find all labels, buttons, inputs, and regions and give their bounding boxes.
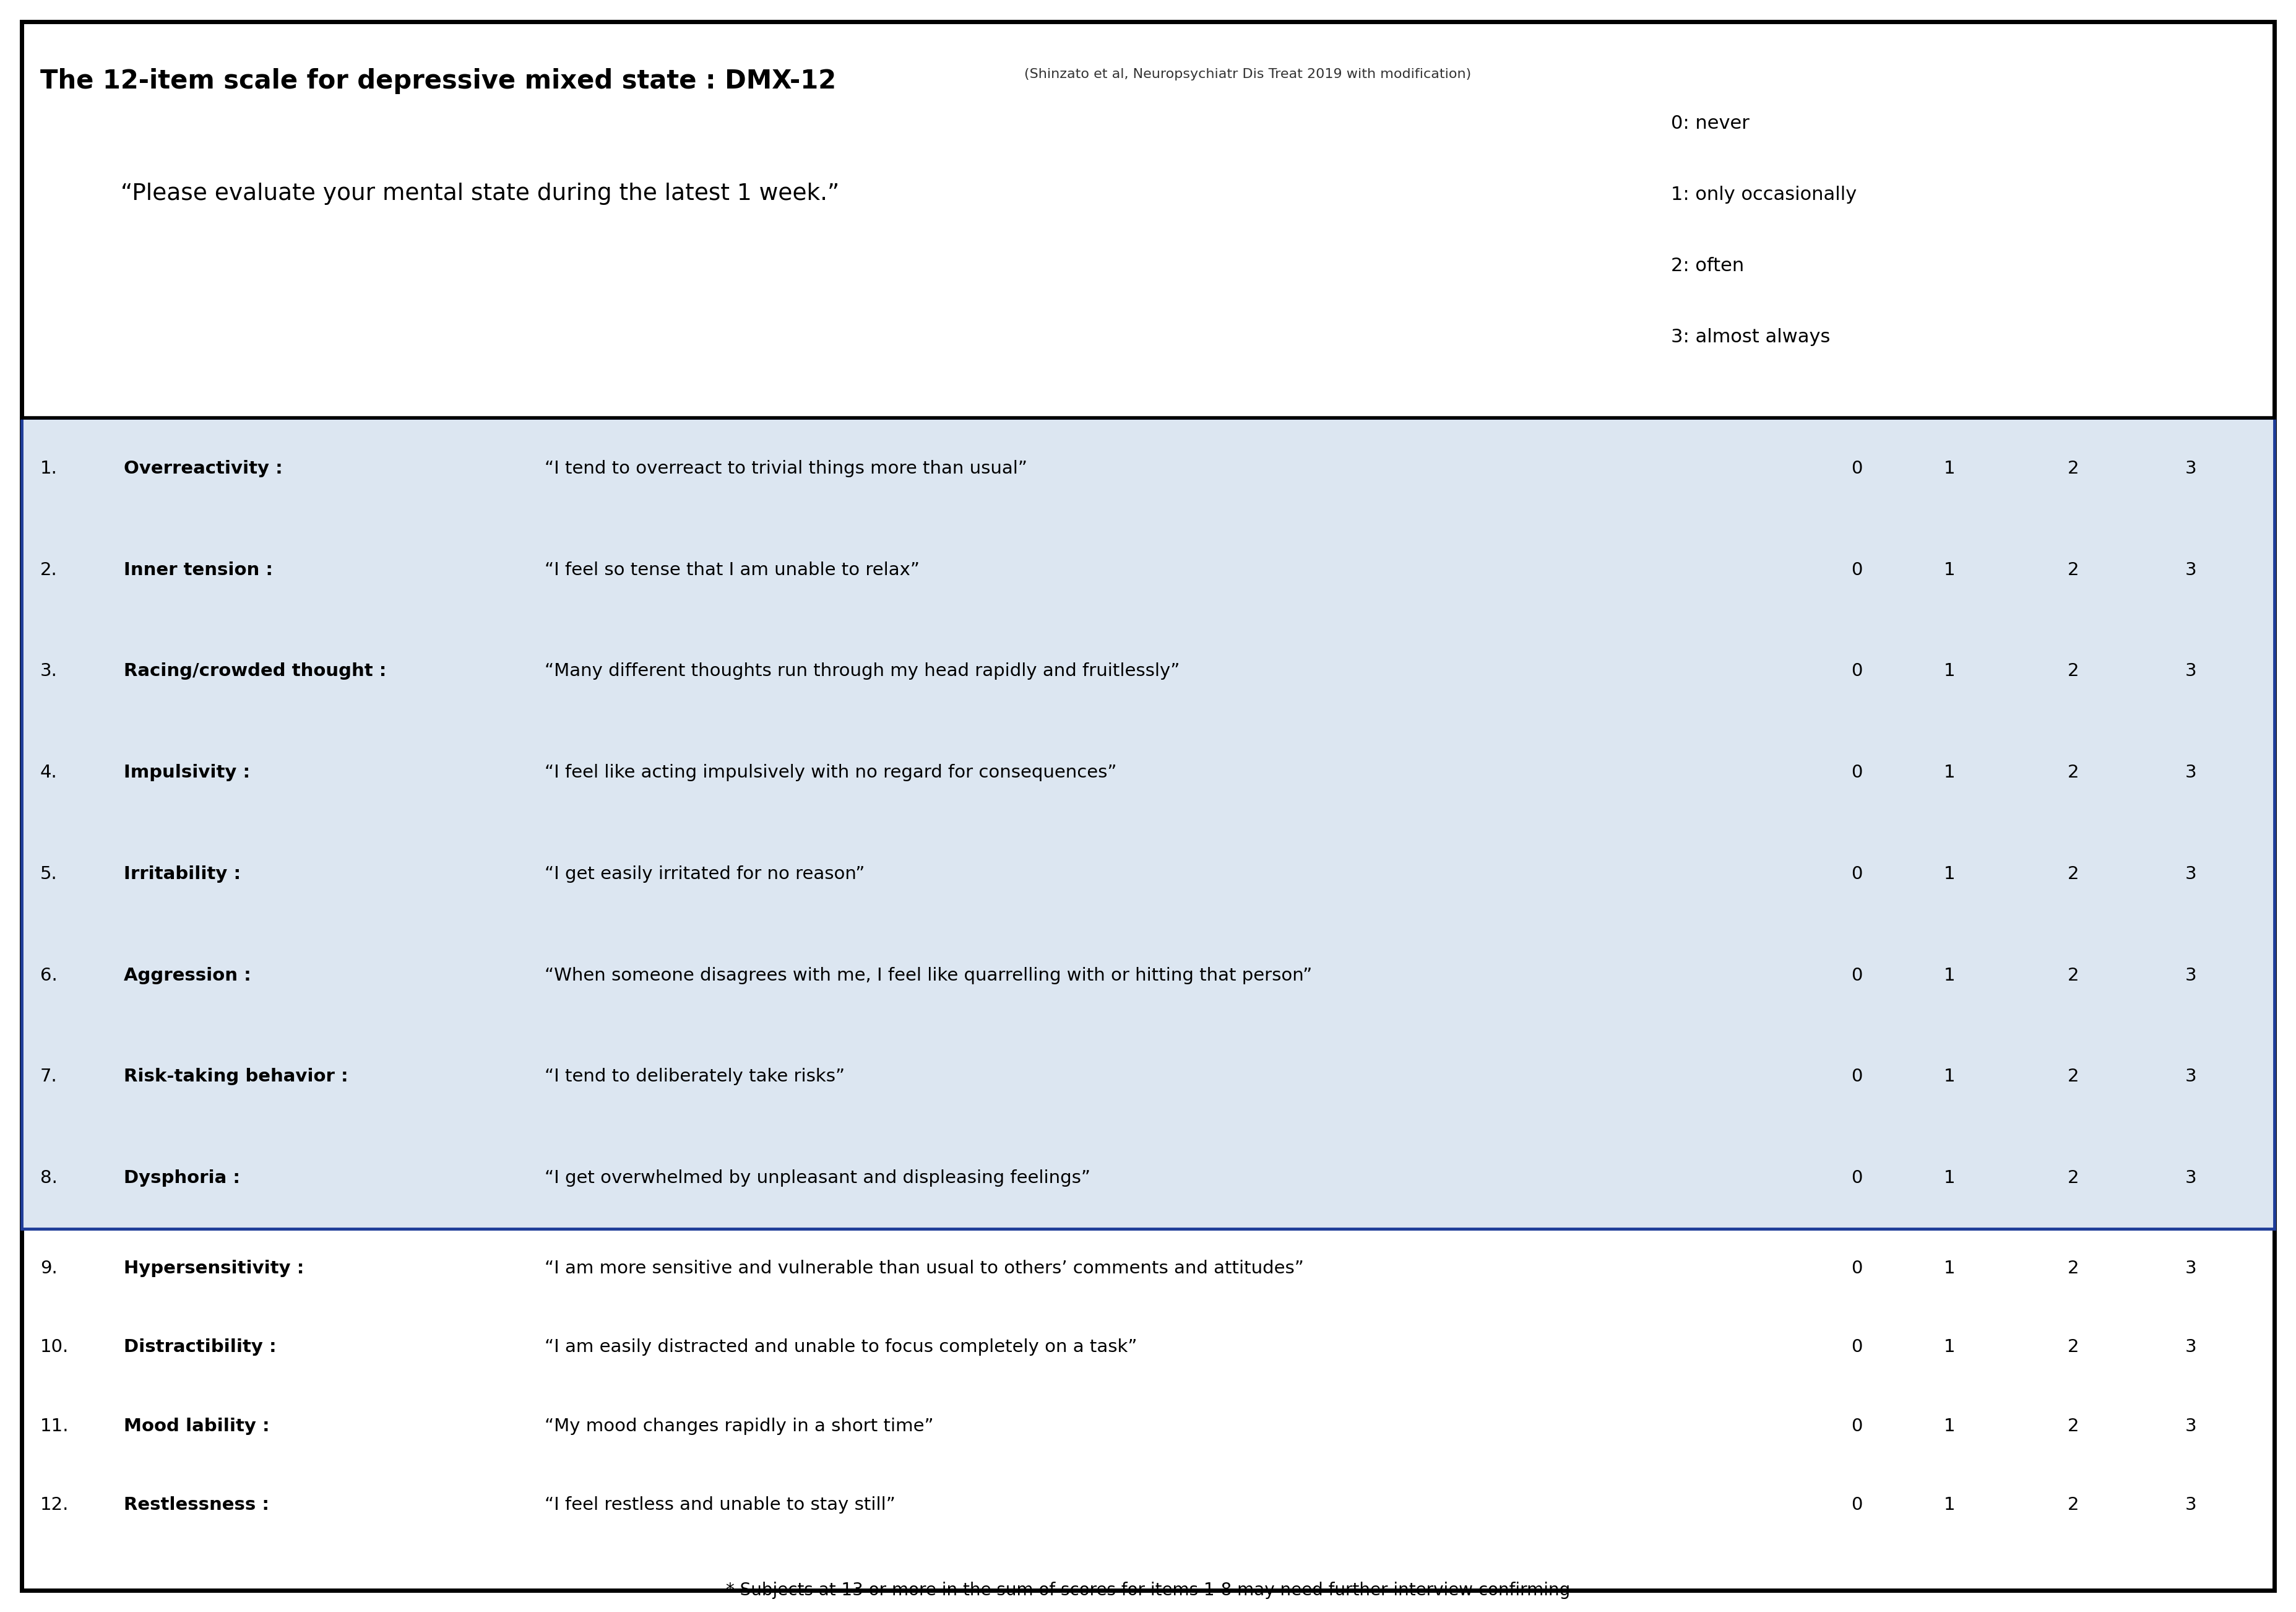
Text: 0: 0 — [1851, 663, 1862, 680]
Text: Hypersensitivity :: Hypersensitivity : — [124, 1259, 303, 1277]
Text: “I am more sensitive and vulnerable than usual to others’ comments and attitudes: “I am more sensitive and vulnerable than… — [544, 1259, 1304, 1277]
Text: 2: 2 — [2066, 1496, 2078, 1514]
Text: 6.: 6. — [41, 967, 57, 983]
Text: 2: 2 — [2066, 866, 2078, 883]
Text: “I get easily irritated for no reason”: “I get easily irritated for no reason” — [544, 866, 866, 883]
Text: 1: 1 — [1945, 1496, 1956, 1514]
Text: 2: often: 2: often — [1671, 256, 1745, 276]
Text: (Shinzato et al, Neuropsychiatr Dis Treat 2019 with modification): (Shinzato et al, Neuropsychiatr Dis Trea… — [1024, 68, 1472, 81]
Text: 3.: 3. — [41, 663, 57, 680]
Text: Aggression :: Aggression : — [124, 967, 250, 983]
Text: 0: 0 — [1851, 967, 1862, 983]
Text: 2: 2 — [2066, 1259, 2078, 1277]
Text: 0: 0 — [1851, 764, 1862, 782]
Text: 1.: 1. — [41, 459, 57, 477]
Text: 2: 2 — [2066, 1069, 2078, 1085]
Text: 1: 1 — [1945, 1259, 1956, 1277]
Text: 0: 0 — [1851, 1338, 1862, 1356]
Text: 1: 1 — [1945, 459, 1956, 477]
Text: “I tend to deliberately take risks”: “I tend to deliberately take risks” — [544, 1069, 845, 1085]
Text: 3: 3 — [2186, 1417, 2197, 1435]
Text: 3: 3 — [2186, 1496, 2197, 1514]
Text: 12.: 12. — [41, 1496, 69, 1514]
Text: 2: 2 — [2066, 1338, 2078, 1356]
Text: 2: 2 — [2066, 663, 2078, 680]
Text: 2: 2 — [2066, 459, 2078, 477]
Text: Restlessness :: Restlessness : — [124, 1496, 269, 1514]
Text: 1: 1 — [1945, 561, 1956, 579]
Text: 5.: 5. — [41, 866, 57, 883]
Text: 3: 3 — [2186, 1169, 2197, 1186]
Text: 3: 3 — [2186, 967, 2197, 983]
Text: 4.: 4. — [41, 764, 57, 782]
Text: 1: 1 — [1945, 764, 1956, 782]
Text: 1: 1 — [1945, 1338, 1956, 1356]
Text: 2: 2 — [2066, 1417, 2078, 1435]
Text: “My mood changes rapidly in a short time”: “My mood changes rapidly in a short time… — [544, 1417, 934, 1435]
Text: 10.: 10. — [41, 1338, 69, 1356]
Text: Dysphoria :: Dysphoria : — [124, 1169, 241, 1186]
Text: “I am easily distracted and unable to focus completely on a task”: “I am easily distracted and unable to fo… — [544, 1338, 1137, 1356]
Text: 3: 3 — [2186, 663, 2197, 680]
Text: 0: 0 — [1851, 1259, 1862, 1277]
Text: 1: 1 — [1945, 663, 1956, 680]
Text: 0: never: 0: never — [1671, 114, 1750, 132]
Text: 3: 3 — [2186, 459, 2197, 477]
Text: Impulsivity :: Impulsivity : — [124, 764, 250, 782]
Text: 2: 2 — [2066, 561, 2078, 579]
Text: 0: 0 — [1851, 866, 1862, 883]
Text: 3: almost always: 3: almost always — [1671, 329, 1830, 347]
Text: 2: 2 — [2066, 1169, 2078, 1186]
Text: Overreactivity :: Overreactivity : — [124, 459, 282, 477]
Text: Inner tension :: Inner tension : — [124, 561, 273, 579]
Text: 1: 1 — [1945, 1417, 1956, 1435]
Text: “I feel so tense that I am unable to relax”: “I feel so tense that I am unable to rel… — [544, 561, 921, 579]
Text: 0: 0 — [1851, 1417, 1862, 1435]
Text: 1: 1 — [1945, 1169, 1956, 1186]
Text: 0: 0 — [1851, 1069, 1862, 1085]
Text: Irritability :: Irritability : — [124, 866, 241, 883]
Text: 1: 1 — [1945, 866, 1956, 883]
Text: “I feel restless and unable to stay still”: “I feel restless and unable to stay stil… — [544, 1496, 895, 1514]
Text: 3: 3 — [2186, 1338, 2197, 1356]
FancyBboxPatch shape — [21, 418, 2275, 1228]
Text: 3: 3 — [2186, 561, 2197, 579]
Text: “I tend to overreact to trivial things more than usual”: “I tend to overreact to trivial things m… — [544, 459, 1026, 477]
Text: 1: only occasionally: 1: only occasionally — [1671, 185, 1857, 203]
Text: 0: 0 — [1851, 561, 1862, 579]
Text: 9.: 9. — [41, 1259, 57, 1277]
Text: 0: 0 — [1851, 459, 1862, 477]
Text: “Please evaluate your mental state during the latest 1 week.”: “Please evaluate your mental state durin… — [122, 182, 840, 205]
Text: 1: 1 — [1945, 1069, 1956, 1085]
Text: 2: 2 — [2066, 764, 2078, 782]
Text: 3: 3 — [2186, 1259, 2197, 1277]
Text: 8.: 8. — [41, 1169, 57, 1186]
Text: “I get overwhelmed by unpleasant and displeasing feelings”: “I get overwhelmed by unpleasant and dis… — [544, 1169, 1091, 1186]
Text: 2.: 2. — [41, 561, 57, 579]
Text: “Many different thoughts run through my head rapidly and fruitlessly”: “Many different thoughts run through my … — [544, 663, 1180, 680]
Text: Mood lability :: Mood lability : — [124, 1417, 269, 1435]
Text: 2: 2 — [2066, 967, 2078, 983]
Text: Racing/crowded thought :: Racing/crowded thought : — [124, 663, 386, 680]
Text: 3: 3 — [2186, 1069, 2197, 1085]
Text: 1: 1 — [1945, 967, 1956, 983]
Text: 3: 3 — [2186, 764, 2197, 782]
Text: Distractibility :: Distractibility : — [124, 1338, 276, 1356]
Text: “I feel like acting impulsively with no regard for consequences”: “I feel like acting impulsively with no … — [544, 764, 1116, 782]
Text: 7.: 7. — [41, 1069, 57, 1085]
Text: 11.: 11. — [41, 1417, 69, 1435]
Text: 0: 0 — [1851, 1169, 1862, 1186]
Text: Risk-taking behavior :: Risk-taking behavior : — [124, 1069, 349, 1085]
Text: The 12-item scale for depressive mixed state : DMX-12: The 12-item scale for depressive mixed s… — [41, 68, 836, 93]
Text: * Subjects at 13 or more in the sum of scores for items 1-8 may need further int: * Subjects at 13 or more in the sum of s… — [726, 1581, 1570, 1599]
FancyBboxPatch shape — [21, 21, 2275, 1591]
Text: 3: 3 — [2186, 866, 2197, 883]
Text: “When someone disagrees with me, I feel like quarrelling with or hitting that pe: “When someone disagrees with me, I feel … — [544, 967, 1311, 983]
Text: 0: 0 — [1851, 1496, 1862, 1514]
